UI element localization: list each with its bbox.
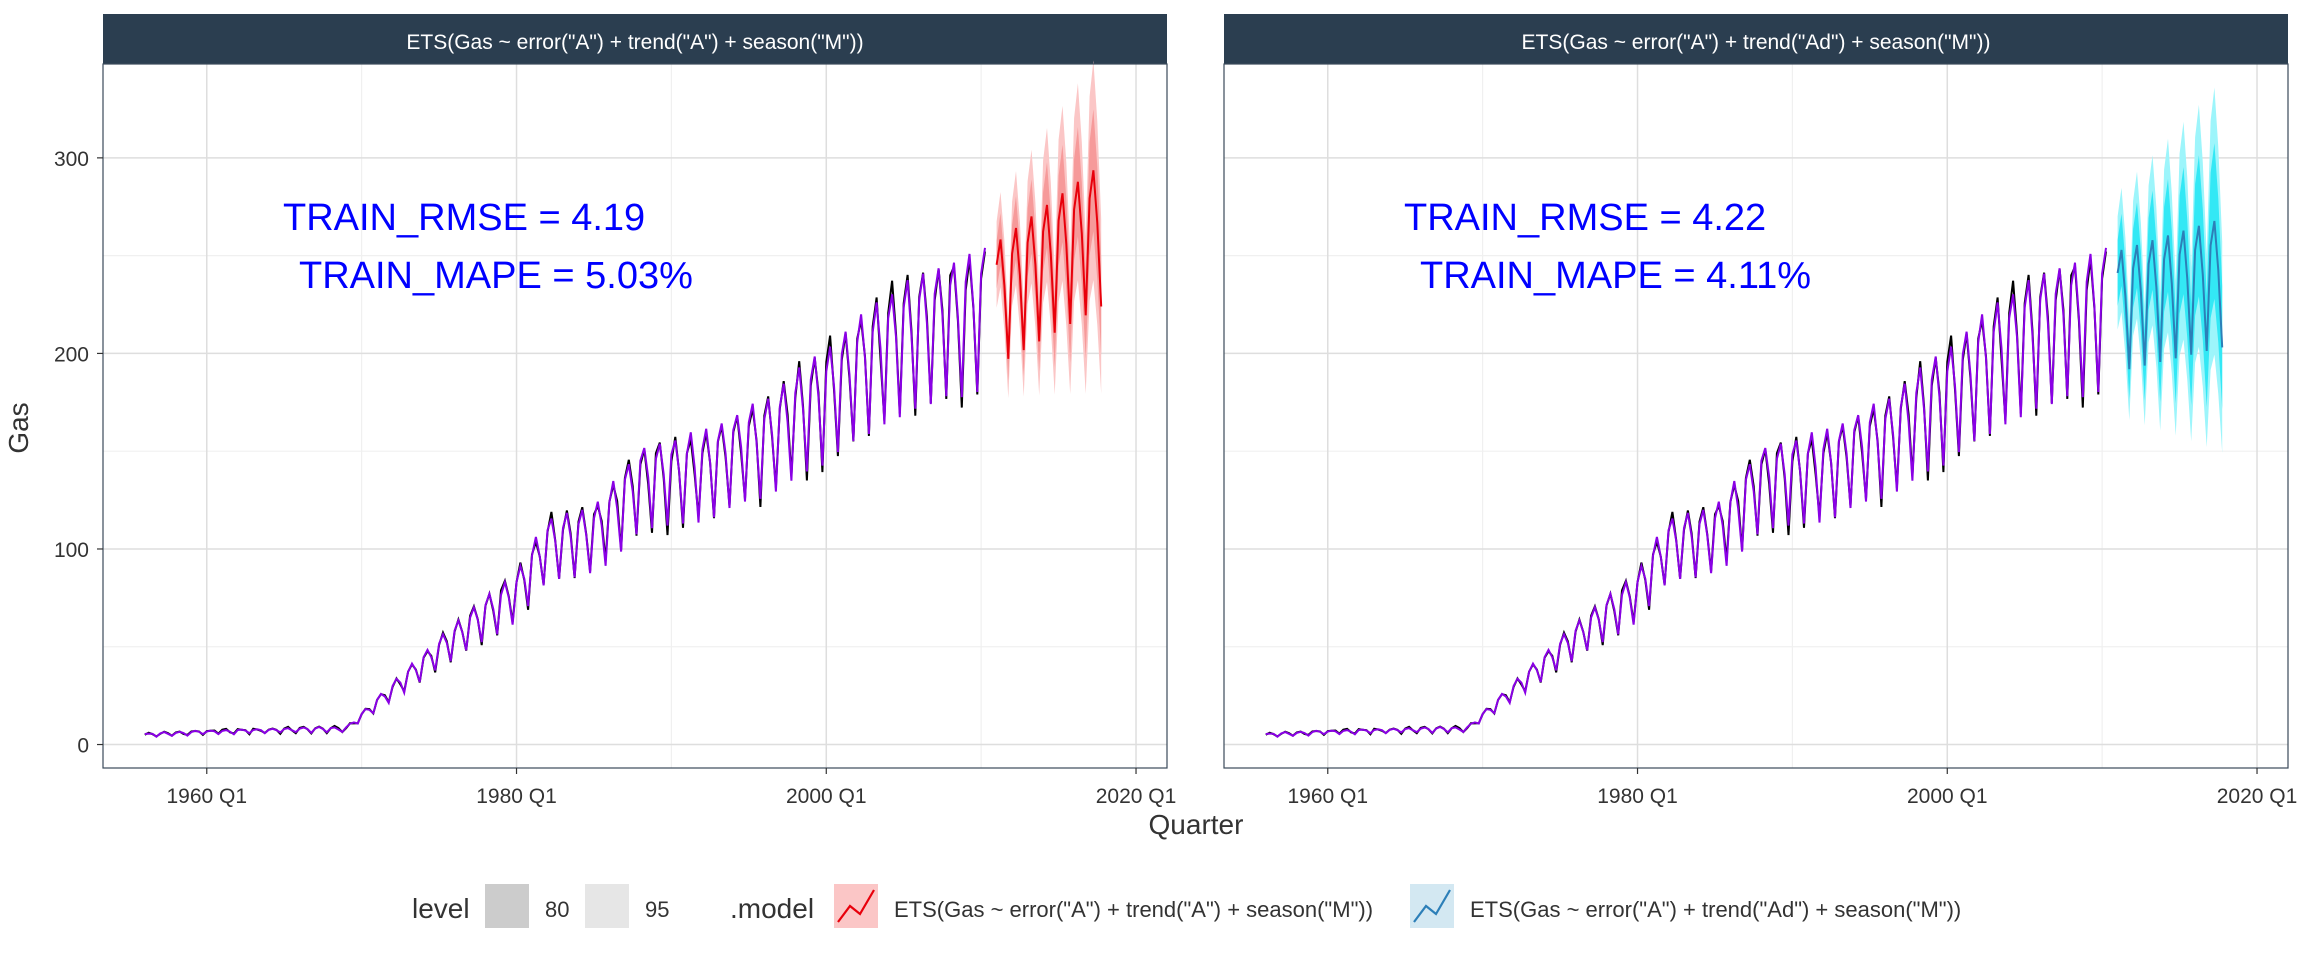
panel-title: ETS(Gas ~ error("A") + trend("A") + seas…: [406, 31, 863, 54]
series-forecast-mean: [995, 170, 1103, 359]
gridlines: [1224, 64, 2288, 768]
legend-key-80: [485, 884, 529, 928]
annotation-mape: TRAIN_MAPE = 5.03%: [299, 255, 693, 297]
y-tick-label: 200: [54, 343, 89, 366]
legend-level-title: level: [412, 893, 470, 924]
annotation-rmse: TRAIN_RMSE = 4.22: [1404, 197, 1766, 239]
y-tick-label: 300: [54, 148, 89, 171]
panel-strip: [1224, 14, 2288, 64]
x-tick-label: 1980 Q1: [476, 785, 557, 808]
legend-key-95: [585, 884, 629, 928]
annotation-mape: TRAIN_MAPE = 4.11%: [1420, 255, 1811, 297]
y-tick-label: 100: [54, 539, 89, 562]
x-tick-label: 1960 Q1: [1287, 785, 1368, 808]
series-fitted: [1265, 247, 2107, 738]
x-tick-label: 2000 Q1: [1907, 785, 1988, 808]
legend-label-80: 80: [545, 897, 569, 922]
panel-border: [102, 63, 1168, 769]
x-tick-label: 2020 Q1: [2217, 785, 2298, 808]
panel-strip: [103, 14, 1167, 64]
y-axis-label: Gas: [3, 402, 34, 453]
y-tick-label: 0: [77, 735, 89, 758]
legend-model-title: .model: [730, 893, 814, 924]
panel-left: ETS(Gas ~ error("A") + trend("A") + seas…: [54, 14, 1176, 808]
x-tick-label: 1960 Q1: [166, 785, 247, 808]
x-tick-label: 2000 Q1: [786, 785, 867, 808]
panel-right: ETS(Gas ~ error("A") + trend("Ad") + sea…: [1223, 14, 2298, 808]
legend-label-95: 95: [645, 897, 669, 922]
legend-key-model-a: [834, 884, 878, 928]
annotation-rmse: TRAIN_RMSE = 4.19: [283, 197, 645, 239]
panel-border: [1223, 63, 2289, 769]
legend-label-model-b: ETS(Gas ~ error("A") + trend("Ad") + sea…: [1470, 897, 1961, 922]
x-tick-label: 1980 Q1: [1597, 785, 1678, 808]
panel-title: ETS(Gas ~ error("A") + trend("Ad") + sea…: [1522, 31, 1991, 54]
x-axis-label: Quarter: [1149, 809, 1244, 840]
series-fitted: [144, 247, 986, 738]
legend-key-model-b: [1410, 884, 1454, 928]
x-tick-label: 2020 Q1: [1096, 785, 1177, 808]
series-forecast-mean: [2116, 220, 2224, 370]
legend: level 80 95 .model ETS(Gas ~ error("A") …: [412, 884, 1961, 928]
legend-label-model-a: ETS(Gas ~ error("A") + trend("A") + seas…: [894, 897, 1373, 922]
gridlines: [103, 64, 1167, 768]
